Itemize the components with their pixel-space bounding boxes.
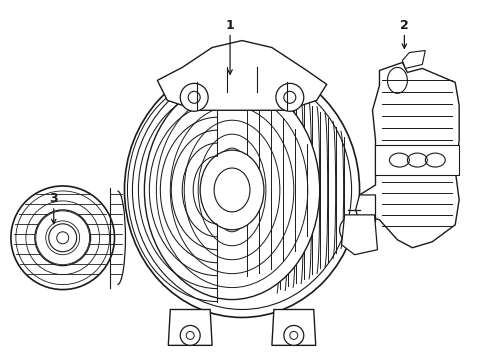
Ellipse shape [124, 62, 360, 318]
Polygon shape [272, 310, 316, 345]
Text: 3: 3 [49, 192, 58, 205]
Text: 1: 1 [226, 19, 234, 32]
Ellipse shape [180, 84, 208, 111]
Ellipse shape [132, 71, 352, 310]
Polygon shape [168, 310, 212, 345]
Polygon shape [360, 62, 459, 248]
Ellipse shape [35, 210, 91, 266]
Polygon shape [375, 145, 459, 175]
Ellipse shape [214, 168, 250, 212]
Ellipse shape [284, 325, 304, 345]
Ellipse shape [145, 80, 319, 300]
Polygon shape [157, 41, 327, 110]
Text: 2: 2 [400, 19, 409, 32]
Polygon shape [402, 50, 425, 68]
Ellipse shape [340, 218, 360, 242]
Polygon shape [342, 215, 377, 255]
Ellipse shape [49, 224, 76, 252]
Ellipse shape [11, 186, 115, 289]
Polygon shape [356, 195, 375, 222]
Ellipse shape [180, 325, 200, 345]
Ellipse shape [276, 84, 304, 111]
Ellipse shape [200, 150, 264, 230]
